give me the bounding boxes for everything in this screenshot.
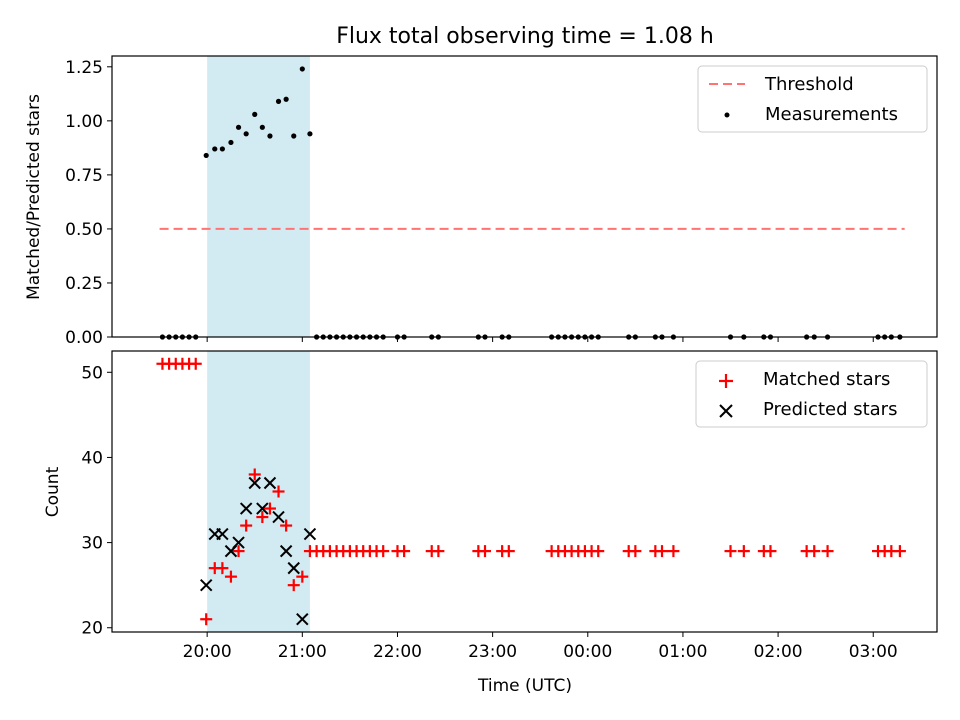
predicted-stars-point [232,536,245,549]
bottom-plot-frame [111,350,938,633]
y-tick-label: 1.00 [65,112,103,132]
legend-predicted-label: Predicted stars [763,399,897,420]
matched-stars-point [667,545,680,558]
y-tick-label: 0.00 [65,328,103,348]
bottom-panel: 20 30 40 50 20:00 21:00 22:00 23:00 00:00 01:00 0… [43,350,938,696]
x-tick-label: 20:00 [183,642,232,662]
y-tick-label: 1.25 [65,58,103,78]
measurement-point [243,131,249,137]
matched-stars-point [502,545,515,558]
x-axis-label: Time (UTC) [477,676,572,696]
matched-stars-point [893,545,906,558]
x-tick-label: 03:00 [849,642,898,662]
measurement-point [283,96,289,102]
matched-stars-point [216,562,229,575]
matched-stars-point [248,468,261,481]
x-tick-label: 01:00 [658,642,707,662]
top-panel: 0.00 0.25 0.50 0.75 1.00 1.25 Matched/Predict… [24,55,938,348]
x-tick-label: 02:00 [754,642,803,662]
matched-stars-point [398,545,411,558]
predicted-stars-point [296,613,309,626]
y-tick-label: 0.75 [65,166,103,186]
measurement-point [291,133,297,139]
x-tick-label: 00:00 [563,642,612,662]
legend-threshold-label: Threshold [764,74,854,95]
observing-window-top [207,56,310,337]
measurement-point [307,131,313,137]
matched-stars-point [479,545,492,558]
matched-stars-point [592,545,605,558]
matched-stars-point [189,357,202,370]
matched-stars-point [232,545,245,558]
top-y-axis-label: Matched/Predicted stars [24,94,44,300]
y-tick-label: 20 [81,619,103,639]
top-legend-box [697,65,928,133]
matched-stars-point [287,579,300,592]
matched-stars-point [808,545,821,558]
matched-stars-point [256,511,269,524]
chart-title: Flux total observing time = 1.08 h [336,24,714,49]
measurement-point [299,66,305,72]
legend-measurements-swatch [724,112,730,118]
y-tick-label: 40 [81,448,103,468]
predicted-stars-point [239,502,253,515]
y-tick-label: 0.50 [65,220,103,240]
bottom-legend: Matched stars Predicted stars [695,360,928,428]
legend-predicted-swatch [719,404,733,418]
measurement-point [267,133,273,139]
predicted-stars-point [279,544,293,558]
matched-stars-point [377,545,390,558]
measurement-point [219,146,225,152]
measurement-point [203,152,209,159]
predicted-stars-point [303,527,317,541]
matched-stars-point [724,545,737,558]
y-tick-label: 50 [81,363,103,383]
matched-stars-point [821,545,834,558]
predicted-stars-point [216,527,229,541]
matched-stars-point [224,570,237,583]
top-legend: Threshold Measurements [697,65,928,133]
matched-stars-point [432,545,445,558]
x-tick-label: 22:00 [373,642,422,662]
matched-stars-point [296,570,309,583]
matched-stars-point [200,613,213,626]
predicted-stars-point [263,476,277,490]
x-tick-label: 23:00 [468,642,517,662]
predicted-stars-point [248,476,261,490]
measurement-point [212,146,218,152]
legend-matched-swatch [719,374,733,388]
legend-measurements-label: Measurements [765,104,898,125]
measurement-point [235,124,242,130]
bottom-y-axis-label: Count [43,466,63,517]
matched-stars-point [629,545,642,558]
matched-stars-point [656,545,668,558]
measurement-point [259,124,265,130]
matched-stars-point [240,519,253,532]
measurement-point [228,139,234,146]
top-plot-frame [111,55,938,338]
matched-stars-point [737,545,750,558]
predicted-stars-point [272,510,285,524]
predicted-stars-point [287,561,300,575]
matched-stars-point [272,485,285,498]
matched-stars-point [263,502,276,515]
y-tick-label: 0.25 [65,274,103,294]
y-tick-label: 30 [81,534,103,554]
matched-stars-point [764,545,777,558]
measurement-point [275,98,282,104]
predicted-stars-point [256,502,269,515]
predicted-stars-point [199,578,213,592]
bottom-legend-box [695,360,928,428]
x-tick-label: 21:00 [278,642,327,662]
matched-stars-point [280,519,293,532]
legend-matched-label: Matched stars [763,369,890,390]
measurement-point [252,111,258,117]
